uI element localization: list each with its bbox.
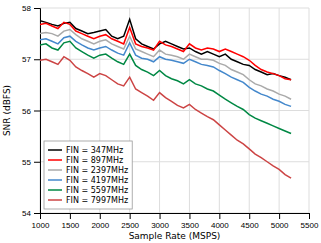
x-tick: 2500 xyxy=(121,213,139,230)
series-line xyxy=(40,36,291,106)
x-tick-mark xyxy=(249,213,250,219)
x-tick: 4000 xyxy=(211,213,229,230)
legend-swatch xyxy=(48,169,62,171)
legend-label: FIN = 7997MHz xyxy=(66,196,128,205)
legend-swatch xyxy=(48,149,62,151)
y-tick-mark xyxy=(34,59,40,60)
legend-swatch xyxy=(48,189,62,191)
series-line xyxy=(40,22,291,79)
plot: 1000 1500 2000 2500 3000 3500 4000 4500 5000 5500… xyxy=(22,4,319,230)
legend-label: FIN = 347MHz xyxy=(66,146,123,155)
series-line xyxy=(40,57,291,178)
x-tick-mark xyxy=(70,213,71,219)
x-tick: 4500 xyxy=(241,213,259,230)
y-tick-label: 56 xyxy=(22,107,31,116)
x-tick: 5500 xyxy=(301,213,319,230)
x-tick-mark xyxy=(279,213,280,219)
y-tick: 57 xyxy=(22,55,40,64)
y-axis: 54 55 56 57 58 xyxy=(22,4,40,218)
legend-label: FIN = 2397MHz xyxy=(66,166,128,175)
legend-label: FIN = 897MHz xyxy=(66,156,123,165)
legend-item: FIN = 4197MHz xyxy=(48,176,128,185)
x-tick-mark xyxy=(219,213,220,219)
y-tick-mark xyxy=(34,162,40,163)
legend-swatch xyxy=(48,199,62,201)
y-tick-label: 58 xyxy=(22,4,31,13)
y-tick-label: 54 xyxy=(22,209,31,218)
x-tick-label: 2000 xyxy=(91,221,109,230)
grid-line-y xyxy=(40,110,309,111)
x-tick: 1000 xyxy=(32,213,50,230)
legend: FIN = 347MHzFIN = 897MHzFIN = 2397MHzFIN… xyxy=(44,141,132,209)
y-tick-mark xyxy=(34,8,40,9)
lines xyxy=(40,19,291,178)
x-tick-mark xyxy=(160,213,161,219)
x-tick: 5000 xyxy=(271,213,289,230)
grid xyxy=(40,8,309,213)
x-axis: 1000 1500 2000 2500 3000 3500 4000 4500 5000 5500 xyxy=(32,213,319,230)
series-line xyxy=(40,41,291,133)
x-tick-label: 1000 xyxy=(32,221,50,230)
legend-swatch xyxy=(48,179,62,181)
x-tick-mark xyxy=(130,213,131,219)
x-tick-label: 1500 xyxy=(61,221,79,230)
y-tick: 54 xyxy=(22,209,40,218)
legend-swatch xyxy=(48,159,62,161)
x-tick: 3000 xyxy=(151,213,169,230)
y-axis-line xyxy=(34,9,41,214)
y-tick: 58 xyxy=(22,4,40,13)
y-tick-mark xyxy=(34,111,40,112)
y-tick-label: 55 xyxy=(22,158,31,167)
x-tick-mark xyxy=(309,213,310,219)
y-tick-label: 57 xyxy=(22,55,31,64)
y-tick: 56 xyxy=(22,107,40,116)
legend-item: FIN = 7997MHz xyxy=(48,196,128,205)
legend-box xyxy=(44,141,132,209)
x-axis-line xyxy=(41,214,310,220)
legend-label: FIN = 4197MHz xyxy=(66,176,128,185)
x-tick-mark xyxy=(189,213,190,219)
x-tick-mark xyxy=(100,213,101,219)
legend-label: FIN = 5597MHz xyxy=(66,186,128,195)
x-tick-label: 3500 xyxy=(181,221,199,230)
x-tick-label: 4000 xyxy=(211,221,229,230)
grid-line-y xyxy=(40,8,309,9)
grid-line-y xyxy=(40,59,309,60)
legend-item: FIN = 2397MHz xyxy=(48,166,128,175)
legend-item: FIN = 347MHz xyxy=(48,146,123,155)
x-tick-label: 2500 xyxy=(121,221,139,230)
x-tick-label: 4500 xyxy=(241,221,259,230)
series-line xyxy=(40,30,291,100)
x-tick-label: 5000 xyxy=(271,221,289,230)
x-tick: 3500 xyxy=(181,213,199,230)
x-tick-label: 3000 xyxy=(151,221,169,230)
y-tick: 55 xyxy=(22,158,40,167)
chart: 1000 1500 2000 2500 3000 3500 4000 4500 5000 5500… xyxy=(0,0,321,243)
x-tick: 2000 xyxy=(91,213,109,230)
y-axis-title: SNR (dBFS) xyxy=(2,85,12,136)
x-axis-title: Sample Rate (MSPS) xyxy=(129,231,221,241)
x-tick: 1500 xyxy=(61,213,79,230)
legend-item: FIN = 5597MHz xyxy=(48,186,128,195)
y-tick-mark xyxy=(34,213,40,214)
legend-item: FIN = 897MHz xyxy=(48,156,123,165)
x-tick-label: 5500 xyxy=(301,221,319,230)
